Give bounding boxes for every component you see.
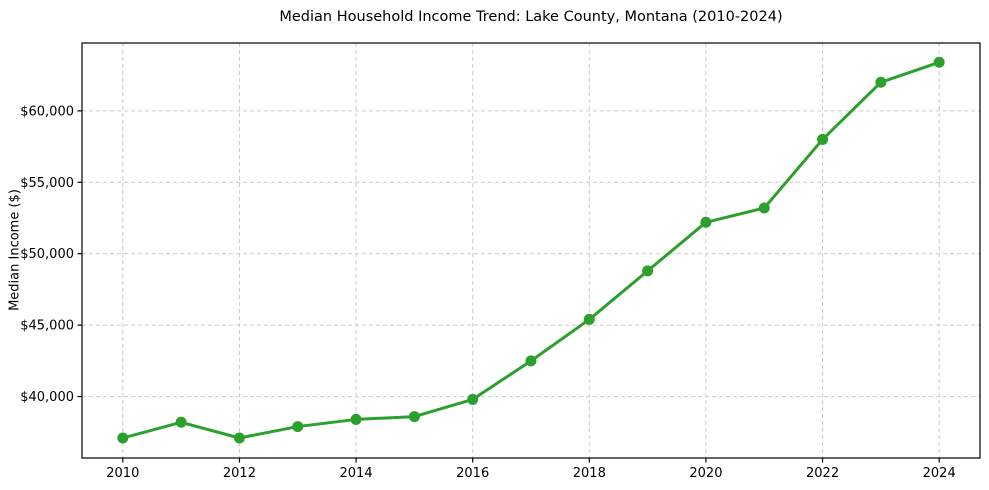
data-point [525,355,537,367]
data-point [292,421,304,433]
data-point [467,393,479,405]
y-tick-label: $45,000 [20,319,74,334]
x-tick-label: 2016 [456,466,489,481]
data-point [350,413,362,425]
plot-border [81,42,981,459]
data-point [817,133,829,145]
data-point [175,416,187,428]
chart-title: Median Household Income Trend: Lake Coun… [279,9,783,25]
data-point [933,56,945,68]
trend-line [121,60,941,440]
data-point [408,411,420,423]
y-tick-label: $40,000 [20,390,74,405]
x-tick-label: 2022 [806,466,839,481]
data-point [583,313,595,325]
data-point [233,432,245,444]
data-point [700,216,712,228]
y-tick-label: $60,000 [20,104,74,119]
data-point [642,265,654,277]
data-point [875,76,887,88]
x-tick-label: 2010 [106,466,139,481]
x-tick-label: 2014 [340,466,373,481]
data-point [758,202,770,214]
y-tick-label: $50,000 [20,247,74,262]
y-tick-label: $55,000 [20,176,74,191]
x-tick-label: 2012 [223,466,256,481]
x-tick-label: 2020 [689,466,722,481]
x-tick-label: 2018 [573,466,606,481]
data-point [117,432,129,444]
x-tick-label: 2024 [923,466,956,481]
y-axis-label: Median Income ($) [7,189,23,311]
